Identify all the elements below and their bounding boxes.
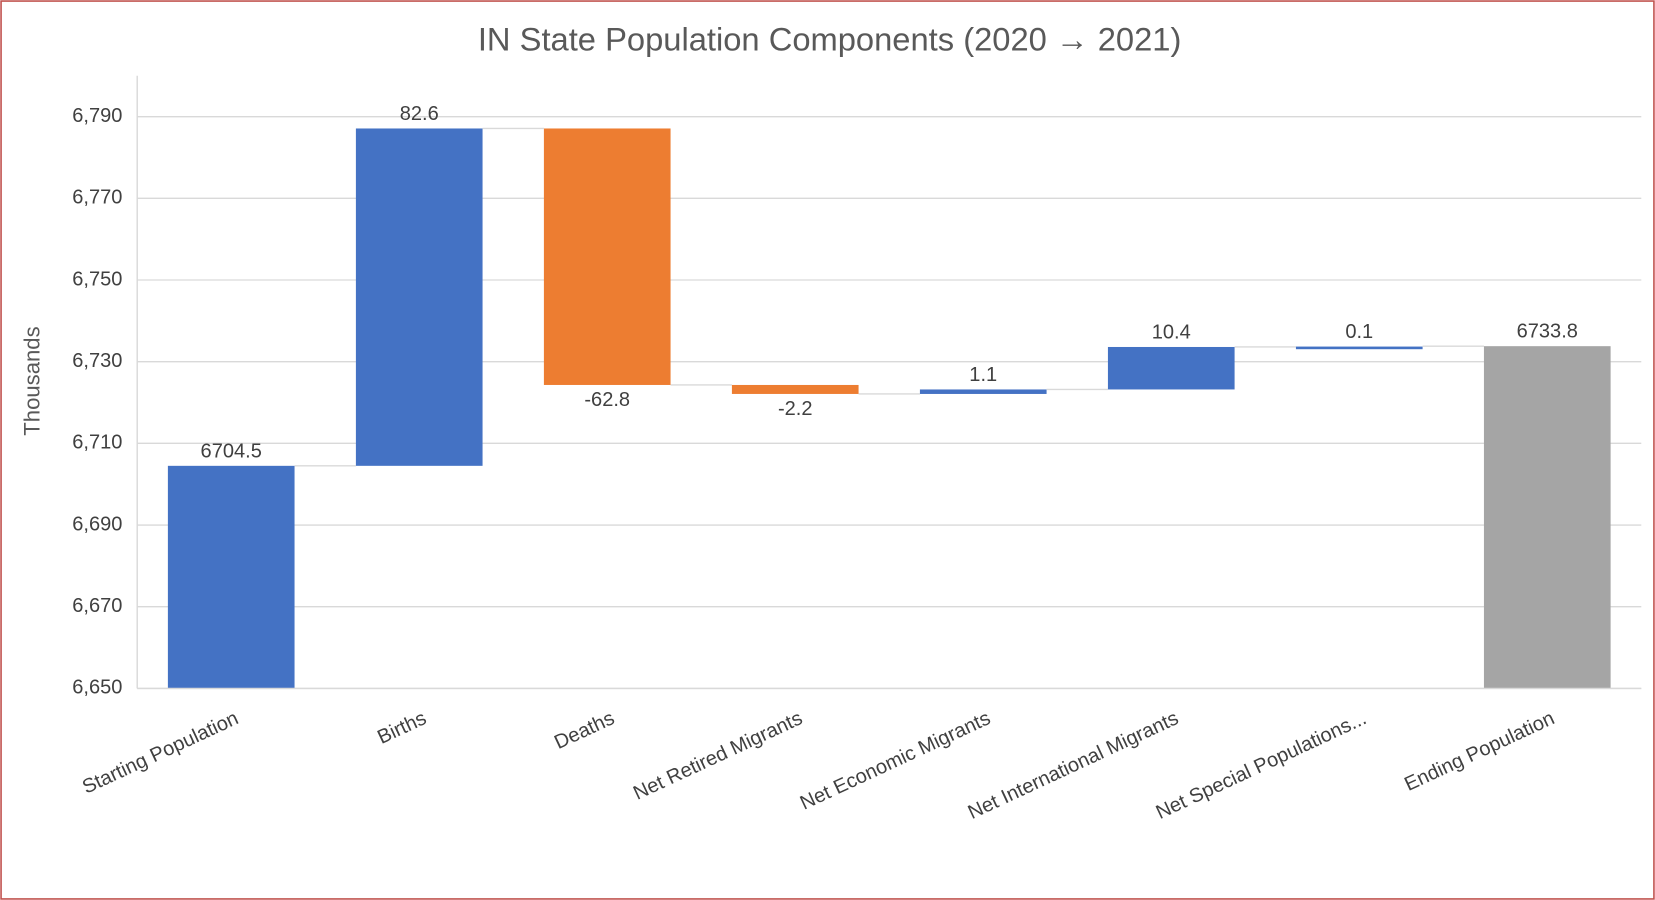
bar	[1107, 346, 1235, 390]
value-label: -2.2	[778, 398, 813, 420]
y-tick-label: 6,770	[72, 187, 122, 209]
value-label: 82.6	[400, 103, 439, 125]
value-label: 6704.5	[201, 440, 262, 462]
y-tick-label: 6,730	[72, 350, 122, 372]
value-label: 1.1	[969, 364, 997, 386]
bar	[543, 128, 671, 385]
bar	[1295, 346, 1423, 350]
y-tick-label: 6,670	[72, 595, 122, 617]
y-tick-label: 6,650	[72, 677, 122, 699]
value-label: 10.4	[1152, 322, 1191, 344]
y-axis-title: Thousands	[20, 326, 45, 435]
value-label: 0.1	[1345, 321, 1373, 343]
chart-title: IN State Population Components (2020 → 2…	[478, 21, 1181, 58]
value-label: -62.8	[584, 389, 630, 411]
y-tick-label: 6,790	[72, 105, 122, 127]
y-tick-label: 6,750	[72, 268, 122, 290]
bar	[167, 465, 295, 689]
bar	[731, 384, 859, 394]
bar	[919, 389, 1047, 394]
y-tick-label: 6,710	[72, 432, 122, 454]
y-tick-label: 6,690	[72, 513, 122, 535]
bar	[355, 128, 483, 466]
bar	[1483, 346, 1611, 689]
value-label: 6733.8	[1517, 321, 1578, 343]
